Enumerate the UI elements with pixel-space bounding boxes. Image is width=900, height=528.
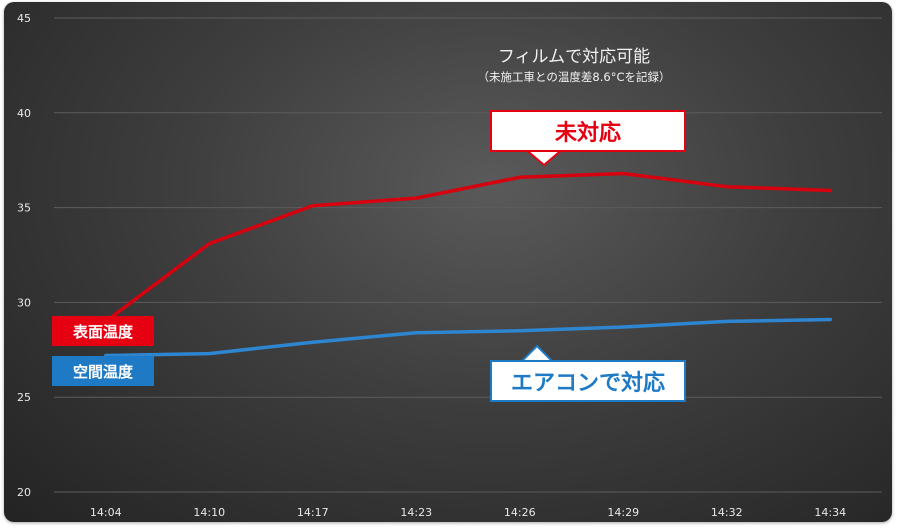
legend-air-temperature: 空間温度	[52, 356, 154, 386]
x-tick-label: 14:23	[400, 506, 432, 519]
series-layer	[104, 171, 833, 358]
chart-frame: 20 25 30 35 40 45 14:04 14:10 14:17 14:23 14:26 14…	[4, 2, 892, 522]
y-tick-label: 30	[17, 296, 31, 309]
y-tick-label: 45	[17, 12, 31, 25]
chart-subtitle: （未施工車との温度差8.6°Cを記録）	[478, 70, 671, 84]
grid-layer	[54, 17, 882, 493]
x-tick-label: 14:10	[193, 506, 225, 519]
surface-temperature-line	[104, 171, 833, 324]
x-axis: 14:04 14:10 14:17 14:23 14:26 14:29 14:32 14:34	[90, 506, 846, 519]
x-tick-label: 14:17	[297, 506, 329, 519]
x-tick-label: 14:26	[504, 506, 536, 519]
x-tick-label: 14:34	[814, 506, 846, 519]
y-tick-label: 40	[17, 107, 31, 120]
y-axis: 20 25 30 35 40 45	[17, 12, 31, 499]
callout-no-treatment: 未対応	[490, 110, 686, 152]
legend-surface-temperature: 表面温度	[52, 316, 154, 346]
x-tick-label: 14:32	[711, 506, 743, 519]
x-tick-label: 14:29	[607, 506, 639, 519]
x-tick-label: 14:04	[90, 506, 122, 519]
y-tick-label: 35	[17, 202, 31, 215]
air-temperature-line	[104, 317, 833, 358]
callout-aircon: エアコンで対応	[490, 360, 686, 402]
chart-title: フィルムで対応可能	[498, 47, 650, 67]
y-tick-label: 20	[17, 486, 31, 499]
y-tick-label: 25	[17, 391, 31, 404]
